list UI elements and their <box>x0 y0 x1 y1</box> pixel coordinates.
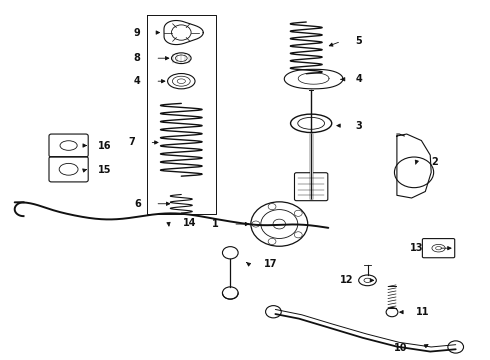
Text: 7: 7 <box>128 138 135 148</box>
Text: 3: 3 <box>356 121 363 131</box>
Text: 9: 9 <box>134 28 141 37</box>
Text: 5: 5 <box>356 36 363 46</box>
Circle shape <box>252 221 260 227</box>
Circle shape <box>268 238 276 244</box>
Text: 14: 14 <box>183 218 197 228</box>
Text: 17: 17 <box>264 259 277 269</box>
Circle shape <box>268 203 276 210</box>
Text: 13: 13 <box>410 243 423 253</box>
Text: 11: 11 <box>416 307 429 317</box>
Text: 15: 15 <box>98 166 112 175</box>
Text: 4: 4 <box>356 74 363 84</box>
Text: 6: 6 <box>134 199 141 209</box>
Text: 10: 10 <box>394 343 408 353</box>
Text: 1: 1 <box>212 219 219 229</box>
Text: 16: 16 <box>98 140 112 150</box>
Text: 2: 2 <box>431 157 438 167</box>
Text: 12: 12 <box>340 275 354 285</box>
Text: 4: 4 <box>134 76 141 86</box>
Circle shape <box>273 219 286 229</box>
Circle shape <box>294 232 302 238</box>
Text: 8: 8 <box>134 53 141 63</box>
Circle shape <box>294 210 302 216</box>
